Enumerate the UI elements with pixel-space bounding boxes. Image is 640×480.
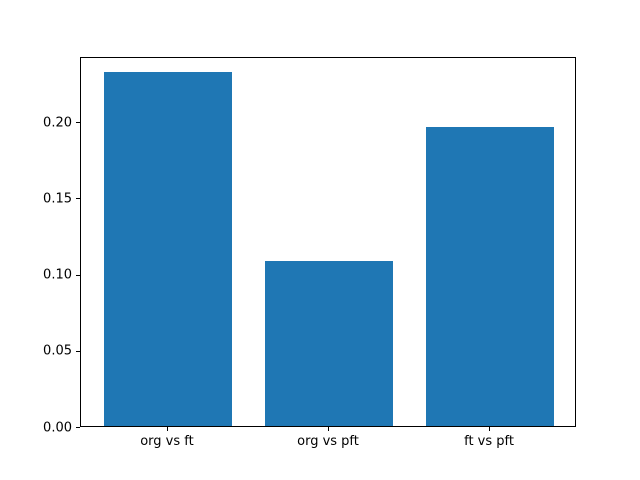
y-tick-label: 0.10 — [43, 267, 72, 283]
y-tick-mark — [76, 198, 80, 200]
y-tick-label: 0.00 — [43, 420, 72, 435]
x-tick-mark — [166, 427, 168, 431]
y-tick-mark — [76, 122, 80, 124]
bar-org-vs-pft — [264, 261, 394, 426]
y-tick-mark — [76, 350, 80, 352]
x-tick-label: org vs ft — [140, 434, 194, 449]
x-tick-mark — [489, 427, 491, 431]
x-tick-label: org vs pft — [297, 434, 359, 449]
y-tick-label: 0.15 — [43, 191, 72, 207]
bar-ft-vs-pft — [425, 127, 555, 426]
plot-area — [80, 57, 576, 427]
bar-org-vs-ft — [103, 72, 233, 426]
y-tick-mark — [76, 427, 80, 428]
x-tick-label: ft vs pft — [464, 434, 514, 449]
y-tick-label: 0.05 — [43, 343, 72, 359]
y-tick-label: 0.20 — [43, 115, 72, 131]
y-tick-mark — [76, 274, 80, 276]
x-tick-mark — [328, 427, 329, 431]
